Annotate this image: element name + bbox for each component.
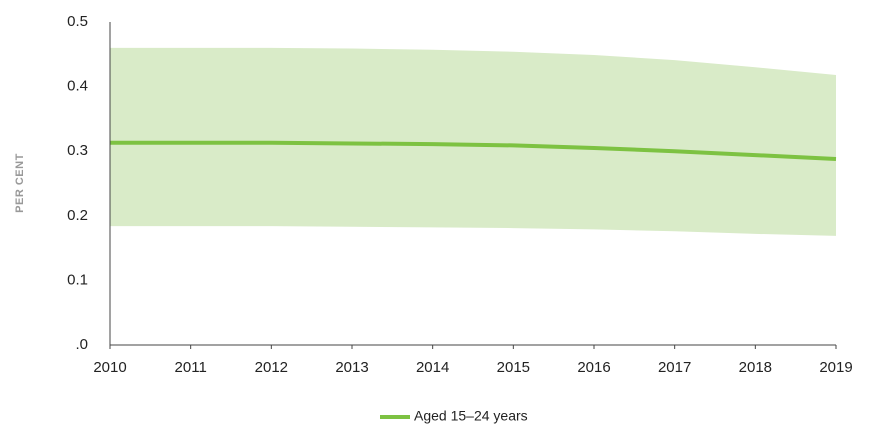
y-tick-label: 0.3 [67, 142, 88, 159]
x-tick-label: 2013 [335, 359, 368, 376]
confidence-band [110, 47, 836, 236]
y-tick-label: 0.2 [67, 207, 88, 224]
y-tick-label: .0 [75, 336, 88, 353]
x-tick-label: 2018 [739, 359, 772, 376]
y-tick-label: 0.4 [67, 78, 88, 95]
y-axis-label: PER CENT [14, 153, 26, 213]
x-tick-label: 2016 [577, 359, 610, 376]
x-tick-label: 2014 [416, 359, 449, 376]
legend-label: Aged 15–24 years [414, 408, 528, 424]
line [110, 140, 837, 161]
y-tick-label: 0.1 [67, 271, 88, 288]
x-tick-label: 2019 [819, 359, 852, 376]
x-tick-label: 2010 [93, 359, 126, 376]
x-tick-label: 2011 [175, 359, 207, 376]
x-tick-label: 2017 [658, 359, 691, 376]
x-tick-label: 2015 [497, 359, 530, 376]
x-tick-label: 2012 [255, 359, 288, 376]
y-tick-label: 0.5 [67, 13, 88, 30]
